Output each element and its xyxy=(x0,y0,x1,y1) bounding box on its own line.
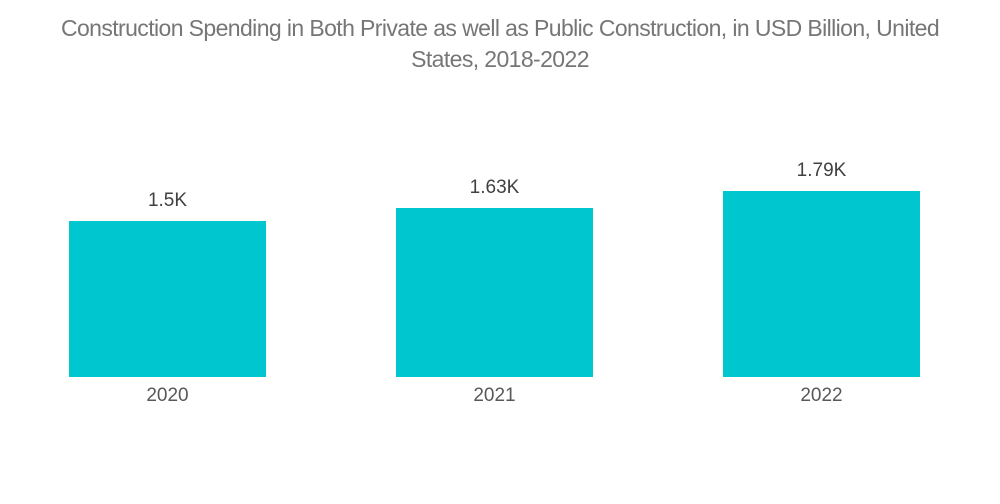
x-axis-label: 2022 xyxy=(800,385,843,406)
bar-group-2021: 1.63K 2021 xyxy=(396,0,593,504)
x-axis-label: 2021 xyxy=(473,385,516,406)
x-axis-label: 2020 xyxy=(146,385,189,406)
value-label: 1.79K xyxy=(796,159,847,181)
bar[interactable] xyxy=(396,207,593,377)
bar-area: 1.63K xyxy=(396,0,593,377)
chart-title-line-1: Construction Spending in Both Private as… xyxy=(60,15,940,41)
bar[interactable] xyxy=(723,190,920,377)
plot-area: 1.5K 2020 1.63K 2021 1.79K 2022 xyxy=(69,0,920,504)
bar-area: 1.79K xyxy=(723,0,920,377)
value-label: 1.63K xyxy=(469,176,520,198)
chart-title: Construction Spending in Both Private as… xyxy=(0,13,1000,75)
bar-group-2022: 1.79K 2022 xyxy=(723,0,920,504)
bar[interactable] xyxy=(69,221,266,377)
chart-title-line-2: States, 2018-2022 xyxy=(411,46,589,72)
value-label: 1.5K xyxy=(147,190,188,211)
bar-group-2020: 1.5K 2020 xyxy=(69,0,266,504)
bar-area: 1.5K xyxy=(69,0,266,377)
